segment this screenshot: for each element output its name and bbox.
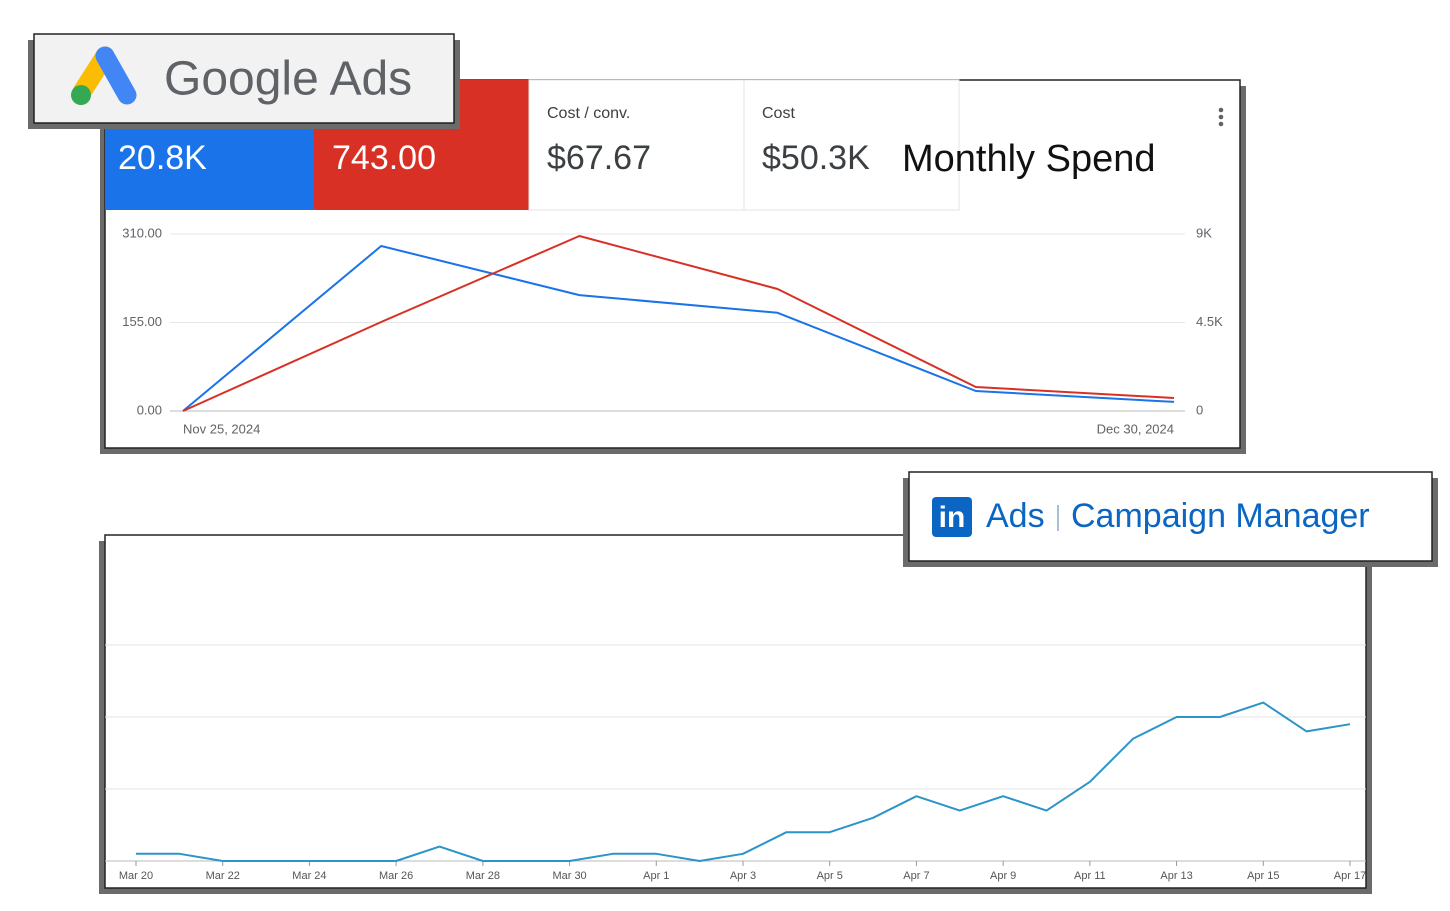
tile (743, 79, 960, 211)
tile (528, 79, 745, 211)
tile-label: Cost / conv. (547, 105, 630, 122)
logo-stroke (95, 46, 137, 105)
y2-tick-label: 4.5K (1196, 314, 1223, 329)
charts: 0.00 155.00 310.00 0 4.5K 9K Nov 25, 2024 Dec 3… (105, 225, 1366, 882)
x-tick-label: Apr 15 (1247, 870, 1279, 882)
x-tick-label: Apr 17 (1334, 870, 1366, 882)
brand: Google Ads (164, 53, 412, 106)
tile-label: Cost (762, 105, 795, 122)
logo-square (932, 497, 972, 537)
menu-dot (1218, 121, 1224, 127)
series-line (136, 701, 1351, 862)
annotation: Monthly Spend (902, 138, 1156, 180)
brand-product: Campaign Manager (1071, 497, 1370, 535)
tile-value: 20.8K (118, 139, 207, 177)
x-tick-label: Mar 22 (206, 870, 240, 882)
x-tick-label: Mar 24 (292, 870, 326, 882)
panel-frame (104, 534, 1367, 889)
x-tick-label: Apr 11 (1074, 870, 1106, 882)
logo-dot (71, 85, 91, 105)
x-tick-label: Apr 3 (730, 870, 756, 882)
x-tick-label: Dec 30, 2024 (1097, 421, 1174, 436)
x-tick-label: Mar 26 (379, 870, 413, 882)
brand: Ads (986, 497, 1045, 535)
menu-dot (1218, 107, 1224, 113)
series-line (182, 235, 1175, 412)
tile-value: $67.67 (547, 139, 651, 177)
menu-dot (1218, 114, 1224, 120)
series-line (182, 245, 1175, 412)
y-tick-label: 155.00 (122, 314, 162, 329)
google-panel: 20.8K 743.00 Cost / conv. $67.67 Cost $5… (100, 79, 1246, 454)
google-logo: Google Ads (28, 33, 460, 129)
x-tick-label: Mar 28 (466, 870, 500, 882)
linkedin-logo: in Ads Campaign Manager (903, 471, 1438, 567)
logo-box (908, 471, 1433, 562)
x-tick-label: Apr 9 (990, 870, 1016, 882)
linkedin-panel (99, 534, 1372, 894)
y-tick-label: 310.00 (122, 225, 162, 240)
y2-tick-label: 0 (1196, 402, 1203, 417)
x-tick-label: Apr 1 (643, 870, 669, 882)
x-tick-label: Apr 13 (1160, 870, 1192, 882)
logo-icon: in (939, 501, 966, 534)
y2-tick-label: 9K (1196, 225, 1212, 240)
x-tick-label: Apr 7 (903, 870, 929, 882)
y-tick-label: 0.00 (137, 402, 162, 417)
tile-value: 743.00 (332, 139, 436, 177)
x-tick-label: Nov 25, 2024 (183, 421, 260, 436)
x-tick-label: Mar 30 (552, 870, 586, 882)
tile-value: $50.3K (762, 139, 870, 177)
x-tick-label: Apr 5 (817, 870, 843, 882)
x-tick-label: Mar 20 (119, 870, 153, 882)
more-menu[interactable] (1218, 107, 1224, 127)
